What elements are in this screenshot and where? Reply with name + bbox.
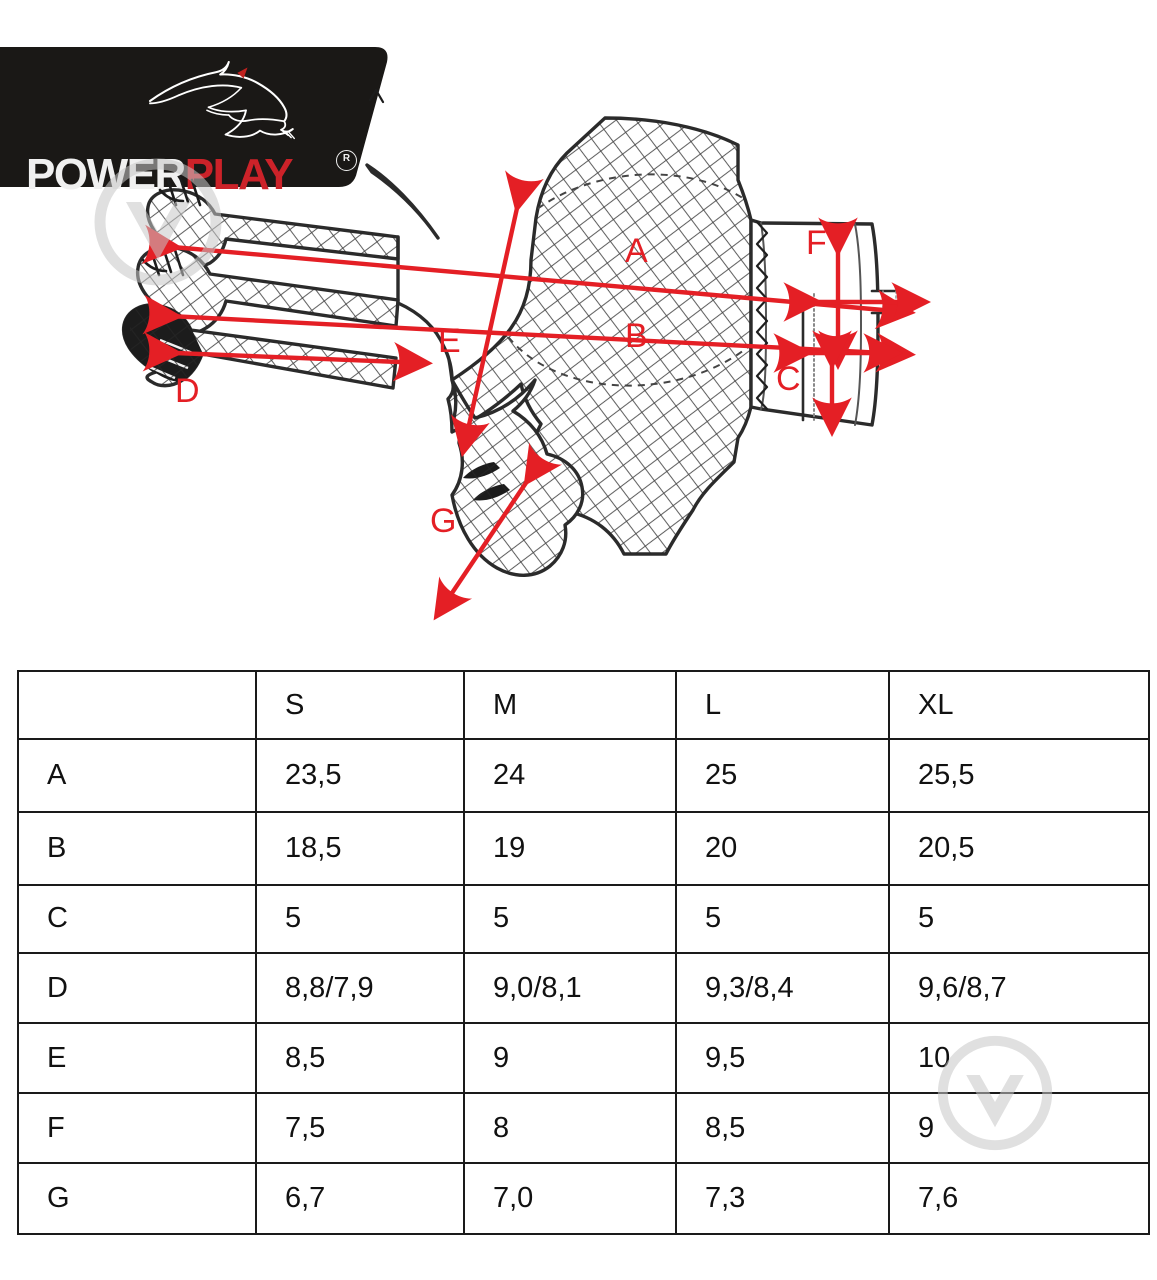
svg-text:F: F [806,224,827,262]
svg-text:B: B [625,317,648,355]
svg-text:C: C [776,360,801,398]
svg-text:G: G [430,502,456,540]
svg-text:E: E [438,322,461,360]
svg-text:D: D [175,372,200,410]
svg-text:A: A [625,232,648,270]
